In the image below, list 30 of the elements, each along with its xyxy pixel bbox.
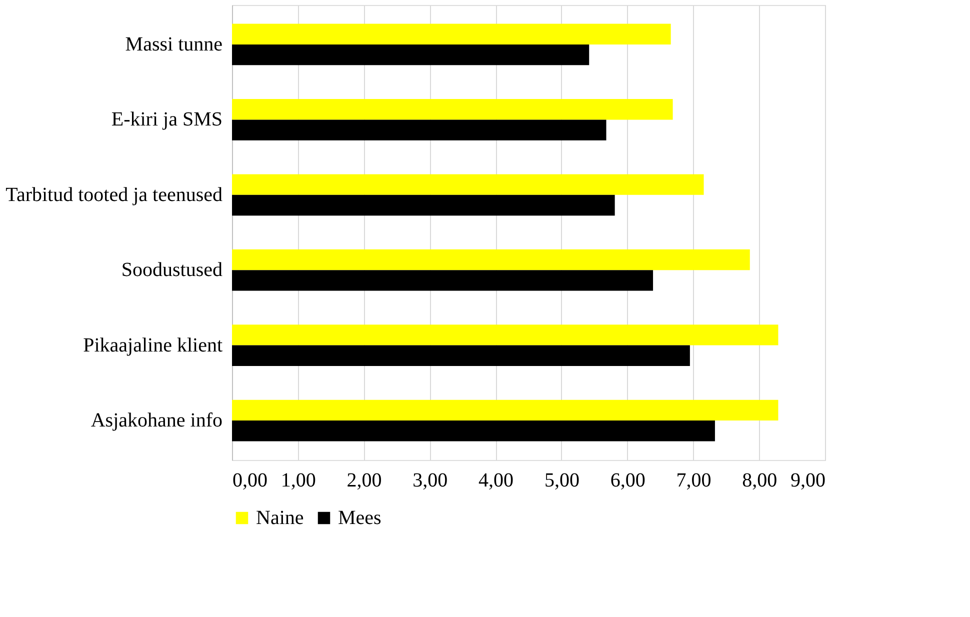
y-tick-label: Soodustused: [121, 259, 222, 282]
bar: [232, 44, 590, 66]
bar: [232, 400, 778, 421]
bar: [232, 194, 615, 216]
y-tick-label: Massi tunne: [125, 33, 223, 56]
x-tick-label: 0,00: [232, 470, 268, 492]
x-tick-label: 9,00: [790, 470, 826, 492]
bar: [232, 324, 778, 346]
bar: [232, 420, 715, 442]
x-tick-label: 4,00: [478, 470, 514, 492]
bar: [232, 24, 671, 44]
x-tick-label: 1,00: [280, 470, 316, 492]
x-tick-label: 8,00: [742, 470, 778, 492]
x-tick-label: 6,00: [610, 470, 646, 492]
x-tick-label: 2,00: [346, 470, 382, 492]
x-tick-label: 5,00: [544, 470, 580, 492]
x-tick-label: 7,00: [676, 470, 712, 492]
y-tick-label: E-kiri ja SMS: [111, 108, 222, 131]
legend-label: Naine: [256, 507, 304, 529]
bar: [232, 174, 704, 195]
bar: [232, 270, 654, 291]
bar: [232, 345, 690, 366]
legend-label: Mees: [338, 507, 382, 529]
bar: [232, 120, 606, 140]
y-tick-label: Tarbitud tooted ja teenused: [6, 184, 222, 206]
bar: [232, 99, 673, 120]
bar: [232, 249, 750, 270]
y-tick-label: Pikaajaline klient: [83, 334, 223, 356]
y-tick-label: Asjakohane info: [90, 410, 222, 432]
x-tick-label: 3,00: [412, 470, 448, 492]
